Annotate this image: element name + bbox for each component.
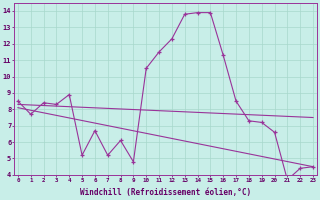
X-axis label: Windchill (Refroidissement éolien,°C): Windchill (Refroidissement éolien,°C) (80, 188, 251, 197)
